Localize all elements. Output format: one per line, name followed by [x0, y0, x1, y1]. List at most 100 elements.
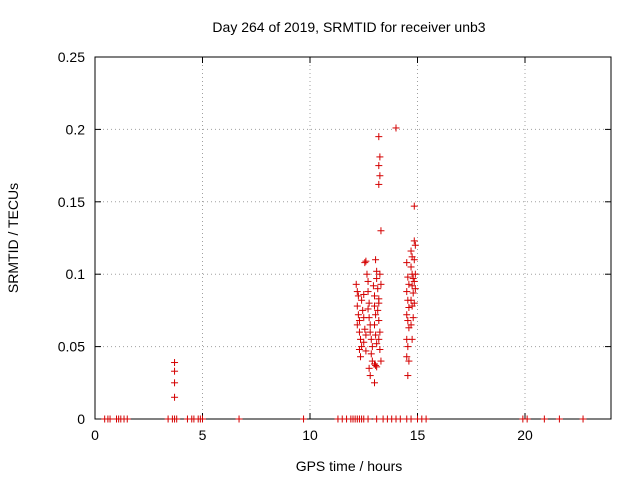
data-point — [404, 343, 412, 351]
data-point — [403, 259, 411, 267]
data-point — [364, 415, 372, 423]
data-point — [361, 259, 369, 267]
data-point — [123, 415, 131, 423]
y-axis-label: SRMTID / TECUs — [5, 183, 21, 293]
data-point — [404, 273, 412, 281]
data-point — [372, 361, 380, 369]
data-point — [375, 162, 383, 170]
data-point — [374, 285, 382, 293]
data-point — [405, 304, 413, 312]
data-point — [373, 275, 381, 283]
data-point — [171, 359, 179, 367]
data-point — [300, 415, 308, 423]
x-tick-label: 15 — [410, 427, 426, 443]
data-point — [354, 292, 362, 300]
data-point — [410, 237, 418, 245]
data-point — [410, 299, 418, 307]
data-point — [376, 345, 384, 353]
data-point — [375, 133, 383, 141]
data-point — [357, 353, 365, 361]
x-axis-ticks: 0 5 10 15 20 — [91, 57, 533, 443]
data-point — [373, 340, 381, 348]
data-point — [375, 180, 383, 188]
data-point — [407, 415, 415, 423]
data-point — [374, 306, 382, 314]
data-point — [523, 415, 531, 423]
data-point — [106, 415, 114, 423]
data-point — [579, 415, 587, 423]
chart-title: Day 264 of 2019, SRMTID for receiver unb… — [212, 19, 485, 35]
data-point — [362, 257, 370, 265]
data-point — [353, 302, 361, 310]
data-point — [555, 415, 563, 423]
data-point — [363, 270, 371, 278]
data-point — [392, 124, 400, 132]
data-point — [362, 331, 370, 339]
data-point — [365, 299, 373, 307]
data-points — [101, 124, 587, 423]
data-point — [364, 305, 372, 313]
data-point — [353, 321, 361, 329]
data-point — [407, 296, 415, 304]
x-tick-label: 10 — [302, 427, 318, 443]
data-point — [367, 335, 375, 343]
data-point — [411, 270, 419, 278]
data-point — [173, 415, 181, 423]
data-point — [171, 393, 179, 401]
grid-lines — [95, 57, 611, 419]
data-point — [410, 256, 418, 264]
data-point — [365, 314, 373, 322]
data-point — [373, 267, 381, 275]
data-point — [405, 357, 413, 365]
y-tick-label: 0 — [77, 411, 85, 427]
data-point — [377, 357, 385, 365]
data-point — [409, 275, 417, 283]
data-point — [372, 311, 380, 319]
data-point — [353, 288, 361, 296]
data-point — [372, 331, 380, 339]
data-point — [403, 353, 411, 361]
data-point — [540, 415, 548, 423]
data-point — [171, 379, 179, 387]
data-point — [375, 295, 383, 303]
y-tick-label: 0.2 — [66, 121, 86, 137]
data-point — [376, 172, 384, 180]
data-point — [364, 277, 372, 285]
data-point — [372, 256, 380, 264]
data-point — [366, 372, 374, 380]
data-point — [358, 296, 366, 304]
data-point — [368, 343, 376, 351]
data-point — [403, 288, 411, 296]
x-tick-label: 5 — [199, 427, 207, 443]
data-point — [361, 325, 369, 333]
data-point — [377, 227, 385, 235]
data-point — [409, 314, 417, 322]
data-point — [404, 317, 412, 325]
data-point — [362, 347, 370, 355]
data-point — [408, 335, 416, 343]
data-point — [199, 415, 206, 423]
data-point — [373, 415, 381, 423]
y-tick-label: 0.25 — [58, 49, 85, 65]
data-point — [371, 321, 378, 329]
data-point — [403, 311, 411, 319]
data-point — [376, 153, 384, 161]
data-point — [357, 335, 365, 343]
data-point — [371, 302, 378, 310]
data-point — [360, 338, 368, 346]
y-tick-label: 0.1 — [66, 266, 86, 282]
data-point — [407, 321, 415, 329]
data-point — [408, 282, 416, 290]
data-point — [235, 415, 243, 423]
data-point — [396, 415, 404, 423]
y-tick-label: 0.05 — [58, 339, 85, 355]
data-point — [373, 363, 381, 371]
data-point — [371, 292, 378, 300]
data-point — [365, 364, 373, 372]
y-tick-label: 0.15 — [58, 194, 85, 210]
data-point — [404, 372, 412, 380]
data-point — [407, 263, 415, 271]
data-point — [366, 328, 374, 336]
data-point — [411, 241, 419, 249]
